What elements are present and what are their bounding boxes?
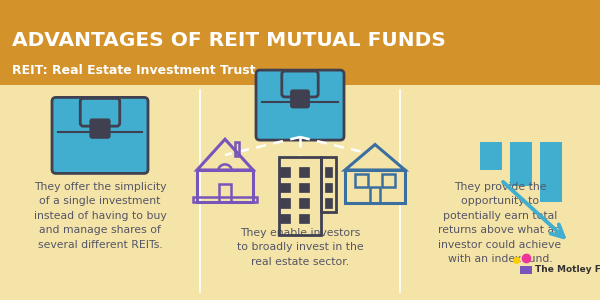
Bar <box>325 183 332 192</box>
FancyBboxPatch shape <box>90 119 110 138</box>
Bar <box>325 167 332 176</box>
Text: ADVANTAGES OF REIT MUTUAL FUNDS: ADVANTAGES OF REIT MUTUAL FUNDS <box>12 31 446 50</box>
Text: They enable investors
to broadly invest in the
real estate sector.: They enable investors to broadly invest … <box>236 228 364 267</box>
Bar <box>0 0 600 85</box>
Text: They provide the
opportunity to
potentially earn total
returns above what an
inv: They provide the opportunity to potentia… <box>439 182 562 264</box>
Bar <box>299 167 309 176</box>
Polygon shape <box>345 145 405 170</box>
Bar <box>299 214 309 223</box>
Bar <box>280 214 290 223</box>
Bar <box>235 142 239 156</box>
Bar <box>355 174 368 187</box>
Bar <box>279 157 321 235</box>
Bar <box>345 170 405 203</box>
FancyBboxPatch shape <box>52 98 148 173</box>
Text: They offer the simplicity
of a single investment
instead of having to buy
and ma: They offer the simplicity of a single in… <box>34 182 166 250</box>
Bar <box>325 198 332 208</box>
Bar <box>0 85 600 300</box>
FancyBboxPatch shape <box>256 70 344 140</box>
Polygon shape <box>520 266 532 274</box>
Bar <box>197 170 253 202</box>
Bar <box>382 174 395 187</box>
Bar <box>193 197 257 202</box>
Bar <box>540 142 562 202</box>
Bar <box>370 187 380 203</box>
Text: The Motley Fool: The Motley Fool <box>535 265 600 274</box>
Bar <box>321 157 336 212</box>
Bar <box>280 183 290 192</box>
Bar <box>299 198 309 208</box>
Bar <box>280 198 290 208</box>
Bar <box>280 167 290 176</box>
Bar <box>480 142 502 170</box>
Text: REIT: Real Estate Investment Trust: REIT: Real Estate Investment Trust <box>12 64 256 76</box>
FancyBboxPatch shape <box>291 90 309 108</box>
Bar <box>510 142 532 186</box>
Bar <box>219 184 231 202</box>
Bar <box>299 183 309 192</box>
